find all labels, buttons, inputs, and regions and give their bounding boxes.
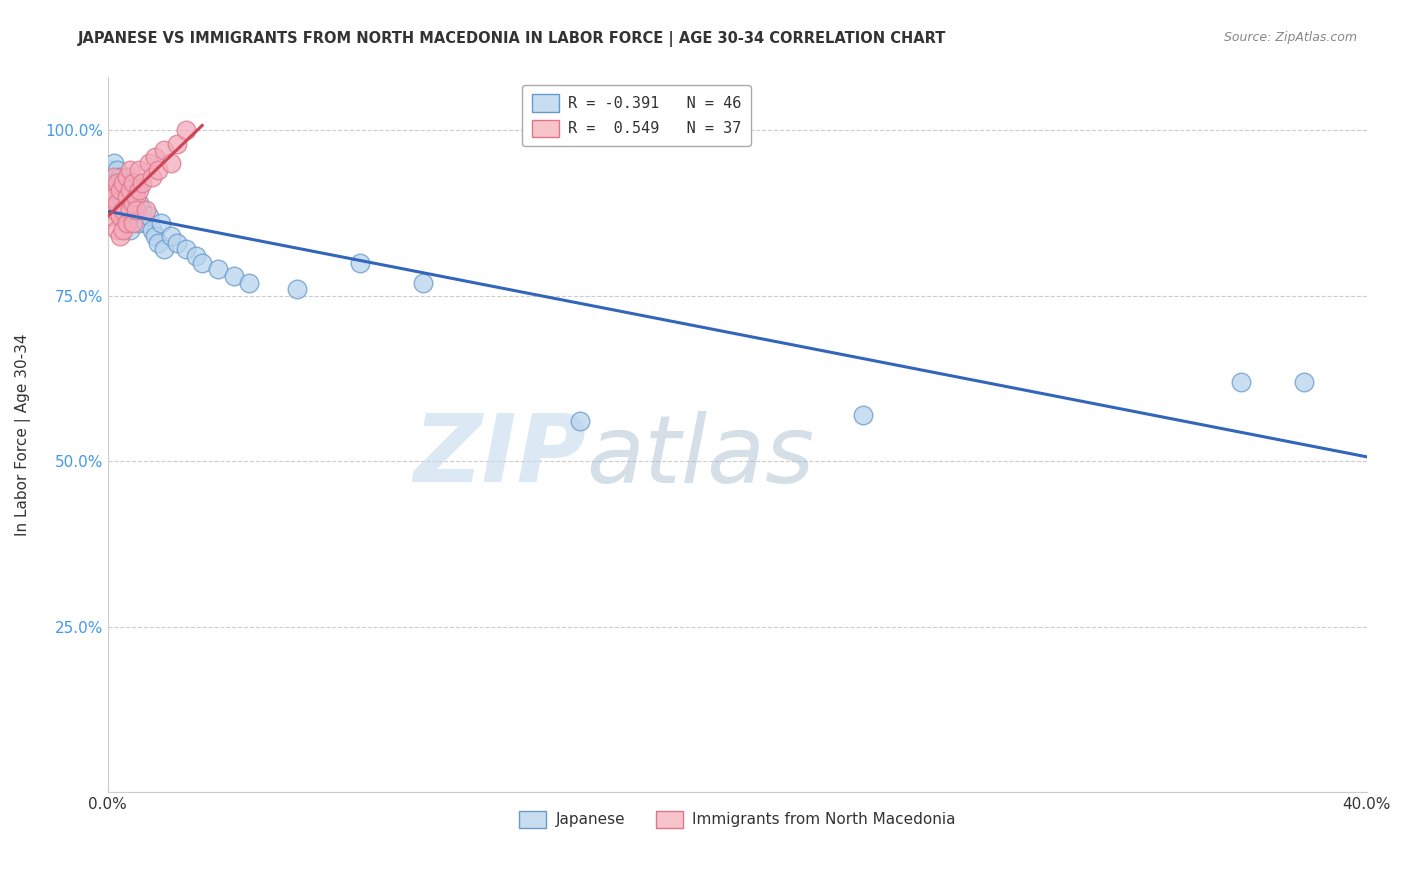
- Point: [125, 183, 148, 197]
- Point: [159, 229, 181, 244]
- Point: [191, 255, 214, 269]
- Point: [128, 216, 150, 230]
- Legend: Japanese, Immigrants from North Macedonia: Japanese, Immigrants from North Macedoni…: [513, 805, 962, 834]
- Text: JAPANESE VS IMMIGRANTS FROM NORTH MACEDONIA IN LABOR FORCE | AGE 30-34 CORRELATI: JAPANESE VS IMMIGRANTS FROM NORTH MACEDO…: [77, 31, 946, 47]
- Point: [1292, 375, 1315, 389]
- Point: [122, 210, 145, 224]
- Point: [105, 196, 128, 211]
- Point: [238, 276, 260, 290]
- Point: [166, 235, 188, 250]
- Point: [122, 176, 145, 190]
- Text: atlas: atlas: [586, 410, 814, 501]
- Point: [112, 210, 135, 224]
- Point: [110, 210, 132, 224]
- Point: [285, 282, 308, 296]
- Point: [349, 255, 371, 269]
- Point: [138, 156, 160, 170]
- Point: [105, 163, 128, 178]
- Point: [100, 210, 122, 224]
- Point: [131, 202, 153, 217]
- Point: [122, 196, 145, 211]
- Point: [118, 176, 141, 190]
- Point: [105, 183, 128, 197]
- Point: [103, 169, 125, 184]
- Point: [103, 202, 125, 217]
- Point: [110, 189, 132, 203]
- Point: [105, 196, 128, 211]
- Point: [115, 216, 138, 230]
- Text: ZIP: ZIP: [413, 410, 586, 502]
- Point: [125, 202, 148, 217]
- Point: [118, 202, 141, 217]
- Point: [128, 163, 150, 178]
- Point: [122, 216, 145, 230]
- Point: [115, 183, 138, 197]
- Point: [118, 163, 141, 178]
- Point: [135, 202, 157, 217]
- Point: [153, 243, 176, 257]
- Point: [412, 276, 434, 290]
- Point: [118, 222, 141, 236]
- Point: [135, 216, 157, 230]
- Point: [128, 183, 150, 197]
- Point: [100, 183, 122, 197]
- Point: [115, 189, 138, 203]
- Point: [125, 202, 148, 217]
- Point: [110, 183, 132, 197]
- Point: [143, 229, 166, 244]
- Point: [146, 235, 169, 250]
- Point: [141, 222, 163, 236]
- Point: [103, 189, 125, 203]
- Point: [568, 414, 591, 428]
- Point: [112, 222, 135, 236]
- Point: [112, 196, 135, 211]
- Point: [1230, 375, 1253, 389]
- Point: [176, 243, 198, 257]
- Point: [110, 229, 132, 244]
- Point: [112, 202, 135, 217]
- Point: [153, 143, 176, 157]
- Point: [131, 176, 153, 190]
- Y-axis label: In Labor Force | Age 30-34: In Labor Force | Age 30-34: [15, 334, 31, 536]
- Point: [125, 189, 148, 203]
- Point: [115, 189, 138, 203]
- Point: [100, 163, 122, 178]
- Point: [150, 216, 173, 230]
- Point: [115, 169, 138, 184]
- Point: [146, 163, 169, 178]
- Point: [122, 189, 145, 203]
- Point: [159, 156, 181, 170]
- Point: [166, 136, 188, 151]
- Point: [184, 249, 207, 263]
- Point: [143, 150, 166, 164]
- Point: [105, 222, 128, 236]
- Point: [207, 262, 229, 277]
- Point: [115, 210, 138, 224]
- Point: [138, 210, 160, 224]
- Point: [105, 176, 128, 190]
- Point: [176, 123, 198, 137]
- Point: [852, 408, 875, 422]
- Point: [112, 176, 135, 190]
- Point: [222, 268, 245, 283]
- Point: [110, 169, 132, 184]
- Point: [112, 176, 135, 190]
- Point: [103, 176, 125, 190]
- Point: [103, 156, 125, 170]
- Point: [118, 183, 141, 197]
- Point: [141, 169, 163, 184]
- Point: [128, 196, 150, 211]
- Point: [118, 202, 141, 217]
- Text: Source: ZipAtlas.com: Source: ZipAtlas.com: [1223, 31, 1357, 45]
